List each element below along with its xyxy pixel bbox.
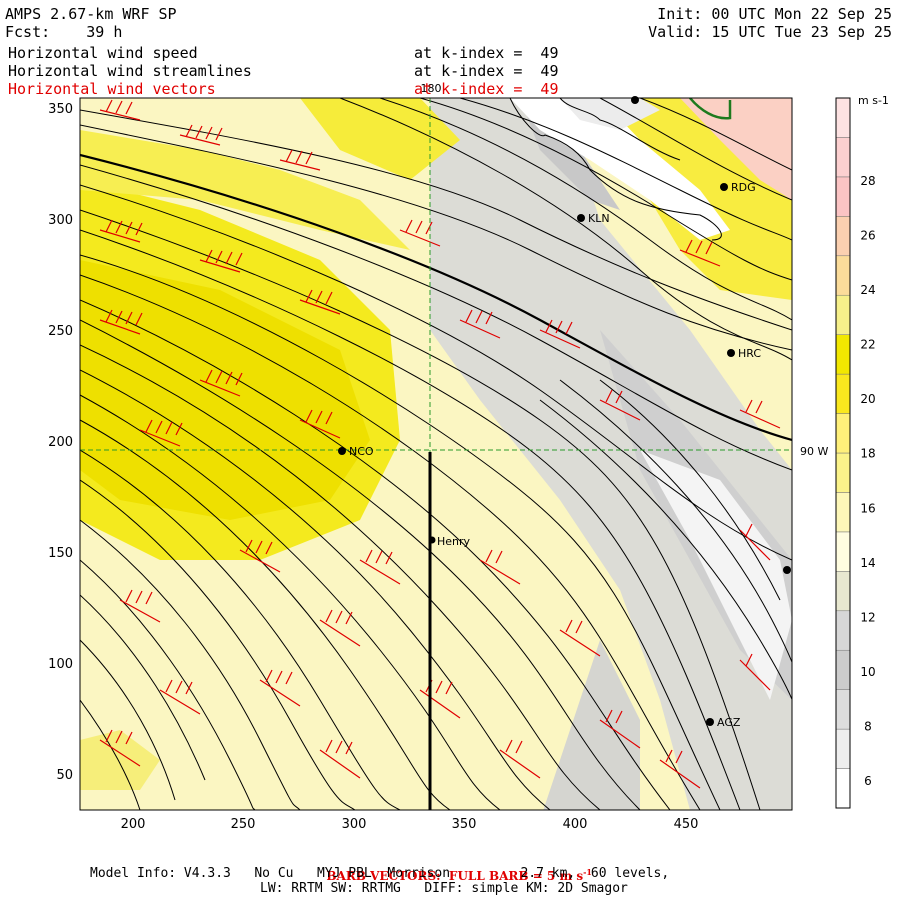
colorbar-label: 24 — [860, 283, 875, 297]
colorbar-swatch — [835, 137, 851, 178]
colorbar-swatch — [835, 492, 851, 533]
colorbar-swatch — [835, 531, 851, 572]
y-tick-label: 200 — [48, 435, 73, 450]
forecast-hour: Fcst: 39 h — [5, 23, 123, 41]
colorbar-label: 6 — [864, 774, 872, 788]
svg-text:KLN: KLN — [588, 212, 610, 225]
barb-note-text: BARB VECTORS: FULL BARB = 5 m s — [326, 869, 584, 883]
barb-vector-note: BARB VECTORS: FULL BARB = 5 m s-1 — [318, 850, 592, 884]
colorbar-label: 10 — [860, 665, 875, 679]
coastline — [509, 98, 732, 241]
colorbar-swatch — [835, 571, 851, 612]
colorbar-swatch — [835, 768, 851, 809]
colorbar-swatch — [835, 334, 851, 375]
x-tick-label: 200 — [121, 817, 146, 832]
physics-info: LW: RRTM SW: RRTMG DIFF: simple KM: 2D S… — [260, 881, 628, 896]
x-tick-label: 300 — [342, 817, 367, 832]
colorbar-swatch — [835, 97, 851, 138]
station-kln[interactable]: KLN — [577, 212, 610, 225]
colorbar-label: 18 — [860, 447, 875, 461]
colorbar-label: 8 — [864, 719, 872, 733]
streamlines — [80, 98, 792, 810]
y-tick-label: 150 — [48, 546, 73, 561]
meridian-label: 180 — [421, 82, 442, 95]
station-agz[interactable]: AGZ — [706, 716, 741, 729]
svg-text:Henry: Henry — [437, 535, 471, 548]
svg-text:NCO: NCO — [349, 445, 374, 458]
field-wind-speed-level: at k-index = 49 — [414, 44, 559, 62]
plot-frame — [79, 97, 793, 811]
svg-text:AGZ: AGZ — [717, 716, 741, 729]
x-tick-label: 350 — [452, 817, 477, 832]
colorbar-swatch — [835, 373, 851, 414]
colorbar-swatch — [835, 649, 851, 690]
colorbar-label: 22 — [860, 338, 875, 352]
parallel-label: 90 W — [800, 445, 828, 458]
field-streamlines: Horizontal wind streamlines — [8, 62, 252, 80]
colorbar-label: 26 — [860, 229, 875, 243]
colorbar-label: 12 — [860, 610, 875, 624]
colorbar-swatch — [835, 216, 851, 257]
colorbar-label: 20 — [860, 392, 875, 406]
field-streamlines-level: at k-index = 49 — [414, 62, 559, 80]
field-wind-speed: Horizontal wind speed — [8, 44, 198, 62]
colorbar-swatch — [835, 728, 851, 769]
wind-barbs — [99, 99, 781, 789]
y-tick-label: 100 — [48, 657, 73, 672]
colorbar-label: 28 — [860, 174, 875, 188]
init-time: Init: 00 UTC Mon 22 Sep 25 — [657, 5, 892, 23]
svg-text:HRC: HRC — [738, 347, 761, 360]
colorbar: 28 26 24 22 20 18 16 14 12 10 8 6 — [835, 97, 876, 809]
colorbar-swatch — [835, 610, 851, 651]
svg-text:RDG: RDG — [731, 181, 756, 194]
station-henry[interactable]: Henry — [428, 535, 471, 548]
colorbar-unit: m s-1 — [858, 94, 889, 107]
station-marker-right[interactable] — [783, 566, 791, 574]
field-vectors-level: at k-index = 49 — [414, 80, 559, 98]
model-info: Model Info: V4.3.3 No Cu MYJ PBL Morriso… — [90, 866, 670, 881]
model-title: AMPS 2.67-km WRF SP — [5, 5, 177, 23]
colorbar-label: 16 — [860, 501, 875, 515]
x-tick-label: 400 — [563, 817, 588, 832]
station-marker-top[interactable] — [631, 96, 639, 104]
y-tick-label: 50 — [56, 768, 73, 783]
y-tick-label: 300 — [48, 213, 73, 228]
colorbar-swatch — [835, 413, 851, 454]
y-tick-label: 350 — [48, 102, 73, 117]
station-hrc[interactable]: HRC — [727, 347, 761, 360]
colorbar-swatch — [835, 176, 851, 217]
y-tick-label: 250 — [48, 324, 73, 339]
colorbar-frame — [835, 97, 851, 809]
colorbar-swatch — [835, 294, 851, 335]
x-tick-label: 450 — [674, 817, 699, 832]
colorbar-swatch — [835, 255, 851, 296]
colorbar-swatch — [835, 689, 851, 730]
colorbar-swatch — [835, 452, 851, 493]
stations: RDG KLN HRC NCO Henry AGZ — [338, 96, 791, 729]
field-vectors: Horizontal wind vectors — [8, 80, 216, 98]
station-nco[interactable]: NCO — [338, 445, 374, 458]
colorbar-label: 14 — [860, 556, 875, 570]
valid-time: Valid: 15 UTC Tue 23 Sep 25 — [648, 23, 892, 41]
barb-note-exp: -1 — [583, 867, 592, 877]
x-tick-label: 250 — [231, 817, 256, 832]
station-rdg[interactable]: RDG — [720, 181, 756, 194]
